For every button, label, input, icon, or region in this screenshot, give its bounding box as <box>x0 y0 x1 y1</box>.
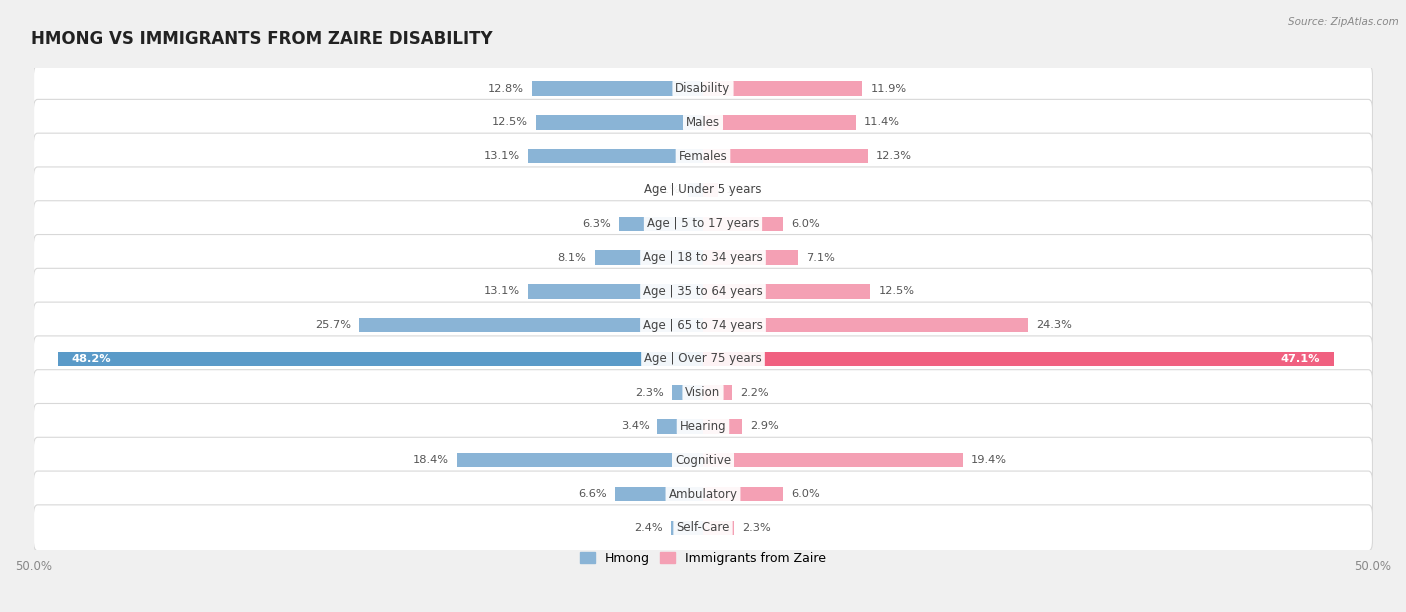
Bar <box>703 250 799 265</box>
Text: 8.1%: 8.1% <box>558 253 586 263</box>
Bar <box>359 318 703 332</box>
Text: 18.4%: 18.4% <box>412 455 449 465</box>
Text: Females: Females <box>679 150 727 163</box>
Bar <box>619 217 703 231</box>
Text: 13.1%: 13.1% <box>484 286 520 296</box>
Text: Hearing: Hearing <box>679 420 727 433</box>
Text: HMONG VS IMMIGRANTS FROM ZAIRE DISABILITY: HMONG VS IMMIGRANTS FROM ZAIRE DISABILIT… <box>31 30 492 48</box>
Bar <box>703 81 862 95</box>
Bar <box>703 217 783 231</box>
Bar <box>703 284 870 299</box>
Text: 2.9%: 2.9% <box>749 422 779 431</box>
Text: 6.6%: 6.6% <box>578 489 606 499</box>
Text: Cognitive: Cognitive <box>675 453 731 467</box>
FancyBboxPatch shape <box>34 65 1372 111</box>
Bar <box>531 81 703 95</box>
Text: 24.3%: 24.3% <box>1036 320 1073 330</box>
Text: 12.5%: 12.5% <box>492 118 527 127</box>
Text: Ambulatory: Ambulatory <box>668 488 738 501</box>
Bar <box>527 284 703 299</box>
FancyBboxPatch shape <box>34 201 1372 247</box>
FancyBboxPatch shape <box>34 438 1372 483</box>
Text: 12.5%: 12.5% <box>879 286 914 296</box>
Bar <box>689 183 703 197</box>
Text: Age | Over 75 years: Age | Over 75 years <box>644 353 762 365</box>
Text: Age | 35 to 64 years: Age | 35 to 64 years <box>643 285 763 298</box>
FancyBboxPatch shape <box>34 403 1372 449</box>
Bar <box>457 453 703 468</box>
Text: Age | 18 to 34 years: Age | 18 to 34 years <box>643 251 763 264</box>
Text: Age | Under 5 years: Age | Under 5 years <box>644 184 762 196</box>
Bar <box>614 487 703 501</box>
FancyBboxPatch shape <box>34 133 1372 179</box>
Text: Vision: Vision <box>685 386 721 399</box>
Text: Males: Males <box>686 116 720 129</box>
Text: 48.2%: 48.2% <box>70 354 111 364</box>
Bar <box>703 183 717 197</box>
Text: 6.0%: 6.0% <box>792 218 820 229</box>
Bar <box>703 149 868 163</box>
FancyBboxPatch shape <box>34 234 1372 280</box>
Text: 2.4%: 2.4% <box>634 523 662 533</box>
Text: 11.4%: 11.4% <box>863 118 900 127</box>
FancyBboxPatch shape <box>34 505 1372 551</box>
Bar <box>703 487 783 501</box>
Text: 2.2%: 2.2% <box>741 387 769 398</box>
Text: Age | 5 to 17 years: Age | 5 to 17 years <box>647 217 759 230</box>
Text: 2.3%: 2.3% <box>742 523 770 533</box>
Text: 1.1%: 1.1% <box>651 185 681 195</box>
Bar <box>703 318 1028 332</box>
Text: 3.4%: 3.4% <box>620 422 650 431</box>
Bar <box>658 419 703 434</box>
Text: 11.9%: 11.9% <box>870 84 907 94</box>
Text: 6.0%: 6.0% <box>792 489 820 499</box>
FancyBboxPatch shape <box>34 336 1372 382</box>
Text: Source: ZipAtlas.com: Source: ZipAtlas.com <box>1288 17 1399 27</box>
Text: Self-Care: Self-Care <box>676 521 730 534</box>
Text: 7.1%: 7.1% <box>806 253 835 263</box>
Bar <box>703 419 742 434</box>
Bar <box>536 115 703 130</box>
FancyBboxPatch shape <box>34 268 1372 315</box>
Text: 19.4%: 19.4% <box>970 455 1007 465</box>
Text: 6.3%: 6.3% <box>582 218 610 229</box>
Text: 2.3%: 2.3% <box>636 387 664 398</box>
Bar <box>703 352 1334 366</box>
FancyBboxPatch shape <box>34 471 1372 517</box>
Bar <box>527 149 703 163</box>
Text: Age | 65 to 74 years: Age | 65 to 74 years <box>643 319 763 332</box>
Text: 47.1%: 47.1% <box>1281 354 1320 364</box>
Bar <box>703 386 733 400</box>
Text: Disability: Disability <box>675 82 731 95</box>
FancyBboxPatch shape <box>34 99 1372 145</box>
Bar <box>703 521 734 535</box>
Text: 1.1%: 1.1% <box>725 185 755 195</box>
Legend: Hmong, Immigrants from Zaire: Hmong, Immigrants from Zaire <box>575 547 831 570</box>
Text: 12.8%: 12.8% <box>488 84 523 94</box>
Bar <box>671 521 703 535</box>
FancyBboxPatch shape <box>34 167 1372 213</box>
Bar <box>58 352 703 366</box>
Bar <box>703 453 963 468</box>
FancyBboxPatch shape <box>34 370 1372 416</box>
Bar <box>703 115 856 130</box>
Bar <box>595 250 703 265</box>
Bar <box>672 386 703 400</box>
Text: 25.7%: 25.7% <box>315 320 352 330</box>
Text: 13.1%: 13.1% <box>484 151 520 161</box>
FancyBboxPatch shape <box>34 302 1372 348</box>
Text: 12.3%: 12.3% <box>876 151 911 161</box>
